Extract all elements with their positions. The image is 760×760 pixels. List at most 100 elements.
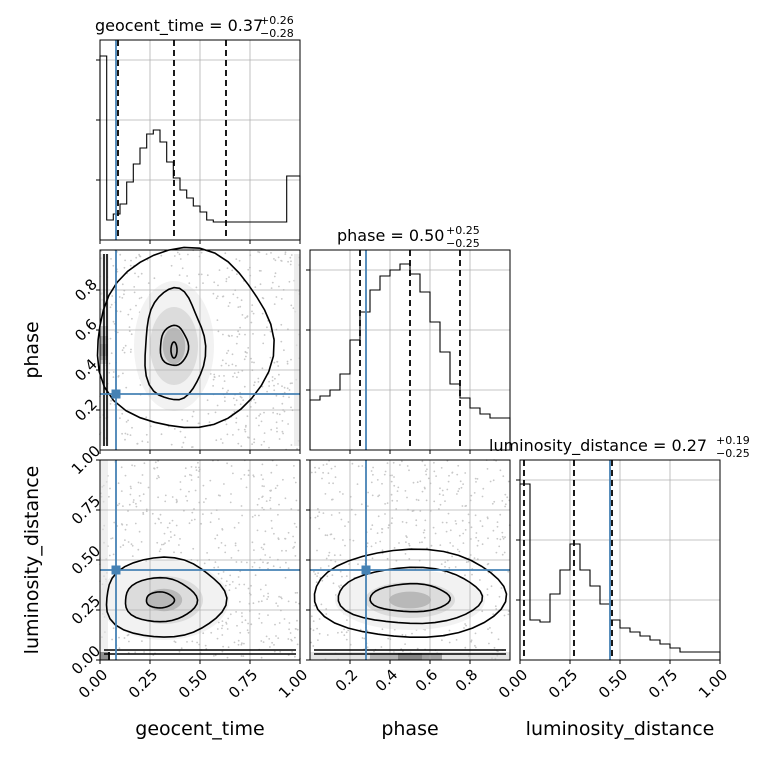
- scatter-point: [285, 549, 287, 552]
- contour-level: [124, 576, 199, 623]
- scatter-point: [216, 637, 219, 640]
- scatter-point: [235, 421, 238, 424]
- scatter-point: [386, 557, 389, 560]
- scatter-point: [338, 585, 340, 587]
- scatter-point: [275, 635, 277, 637]
- scatter-point: [263, 334, 266, 336]
- scatter-point: [496, 521, 499, 523]
- scatter-point: [110, 258, 112, 260]
- scatter-point: [294, 481, 297, 484]
- scatter-point: [395, 508, 398, 510]
- scatter-point: [433, 461, 435, 464]
- scatter-point: [289, 263, 292, 266]
- scatter-point: [287, 567, 290, 570]
- scatter-point: [488, 642, 490, 645]
- scatter-point: [277, 637, 280, 639]
- scatter-point: [325, 608, 328, 610]
- scatter-point: [191, 511, 194, 514]
- scatter-point: [163, 532, 166, 535]
- scatter-point: [317, 572, 319, 574]
- scatter-point: [462, 532, 465, 535]
- scatter-point: [396, 500, 398, 502]
- scatter-point: [220, 542, 223, 544]
- scatter-point: [499, 538, 502, 541]
- scatter-point: [271, 527, 273, 530]
- scatter-point: [229, 501, 232, 504]
- scatter-point: [112, 264, 115, 267]
- scatter-point: [145, 416, 148, 419]
- scatter-point: [237, 330, 240, 333]
- scatter-point: [293, 545, 296, 548]
- scatter-point: [281, 385, 283, 388]
- scatter-point: [274, 272, 277, 275]
- scatter-point: [236, 296, 239, 299]
- scatter-point: [212, 292, 215, 295]
- scatter-point: [384, 503, 386, 505]
- scatter-point: [238, 583, 241, 586]
- scatter-point: [296, 643, 299, 646]
- scatter-point: [278, 595, 280, 598]
- scatter-point: [258, 566, 261, 569]
- scatter-point: [404, 643, 406, 645]
- scatter-point: [287, 531, 290, 534]
- scatter-point: [481, 610, 484, 613]
- scatter-point: [242, 399, 245, 401]
- scatter-point: [185, 495, 187, 498]
- scatter-point: [258, 414, 260, 417]
- scatter-point: [270, 471, 273, 474]
- scatter-point: [462, 542, 465, 544]
- scatter-point: [235, 417, 238, 420]
- scatter-point: [232, 293, 235, 296]
- scatter-point: [236, 273, 238, 275]
- scatter-point: [427, 477, 430, 480]
- scatter-point: [356, 483, 359, 485]
- scatter-point: [498, 595, 501, 598]
- scatter-point: [213, 566, 216, 569]
- scatter-point: [168, 540, 170, 542]
- scatter-point: [228, 301, 231, 304]
- scatter-point: [361, 465, 364, 467]
- scatter-point: [217, 572, 220, 575]
- scatter-point: [235, 611, 238, 613]
- scatter-point: [449, 529, 452, 532]
- scatter-point: [269, 356, 272, 359]
- scatter-point: [173, 534, 176, 537]
- scatter-point: [474, 477, 477, 480]
- scatter-point: [490, 585, 493, 588]
- scatter-point: [501, 500, 504, 502]
- scatter-point: [416, 647, 419, 650]
- scatter-point: [231, 269, 234, 272]
- scatter-point: [214, 654, 217, 657]
- scatter-point: [481, 543, 484, 546]
- scatter-point: [231, 581, 234, 583]
- x-tick-label: 0.50: [595, 666, 631, 702]
- scatter-point: [130, 259, 132, 262]
- y-tick-label: 0.2: [71, 395, 101, 425]
- scatter-point: [479, 520, 482, 522]
- scatter-point: [208, 421, 211, 423]
- scatter-point: [267, 592, 269, 595]
- scatter-point: [290, 358, 292, 361]
- scatter-point: [230, 465, 233, 467]
- scatter-point: [417, 499, 420, 502]
- scatter-point: [216, 295, 219, 298]
- scatter-point: [225, 278, 228, 280]
- scatter-point: [482, 487, 485, 490]
- scatter-point: [173, 255, 176, 257]
- scatter-point: [243, 428, 246, 431]
- scatter-point: [239, 403, 242, 406]
- scatter-point: [501, 553, 504, 556]
- scatter-point: [111, 537, 114, 539]
- scatter-point: [258, 498, 260, 500]
- scatter-point: [456, 473, 459, 476]
- scatter-point: [339, 554, 342, 556]
- scatter-point: [225, 623, 228, 625]
- scatter-point: [214, 411, 217, 414]
- scatter-point: [377, 515, 380, 518]
- scatter-point: [232, 472, 234, 475]
- scatter-point: [282, 478, 284, 481]
- scatter-point: [213, 373, 216, 376]
- scatter-point: [474, 514, 477, 517]
- scatter-point: [124, 539, 126, 541]
- scatter-point: [123, 637, 126, 639]
